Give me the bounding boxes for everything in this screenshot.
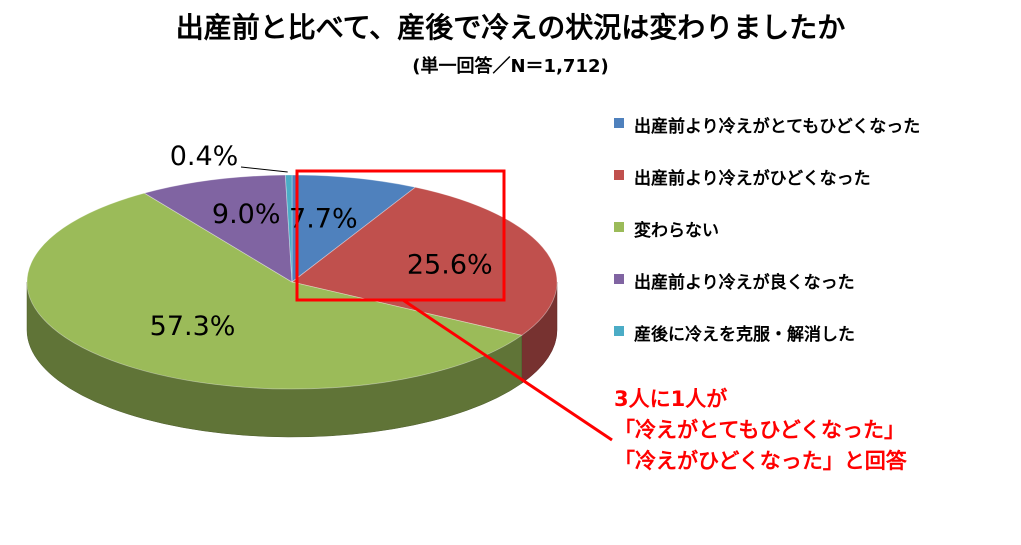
legend-label: 出産前より冷えがとてもひどくなった (634, 117, 921, 137)
data-label: 0.4% (170, 141, 239, 172)
legend-label: 産後に冷えを克服・解消した (634, 325, 855, 345)
data-label: 9.0% (212, 199, 281, 230)
pie-slice (143, 174, 293, 283)
data-label: 7.7% (289, 204, 358, 235)
legend-swatch (614, 222, 624, 232)
callout-line: 「冷えがひどくなった」と回答 (614, 449, 907, 473)
legend-label: 出産前より冷えがひどくなった (634, 169, 871, 189)
pie-slice (284, 174, 293, 283)
callout-line: 3人に1人が (614, 387, 728, 411)
pie-slice (291, 186, 558, 336)
data-label: 25.6% (407, 249, 493, 280)
data-label: 57.3% (150, 311, 236, 342)
callout-annotation: 3人に1人が 「冷えがとてもひどくなった」 「冷えがひどくなった」と回答 (614, 384, 907, 477)
legend-swatch (614, 118, 624, 128)
leader-line (240, 166, 288, 173)
legend-label: 出産前より冷えが良くなった (634, 273, 855, 293)
highlight-box (295, 169, 506, 302)
highlight-connector (402, 298, 613, 442)
callout-line: 「冷えがとてもひどくなった」 (614, 418, 906, 442)
chart-subtitle: (単一回答／N＝1,712) (412, 56, 609, 77)
legend-swatch (614, 274, 624, 284)
legend-label: 変わらない (634, 221, 719, 241)
chart-title: 出産前と比べて、産後で冷えの状況は変わりましたか (175, 11, 846, 44)
legend-swatch (614, 170, 624, 180)
pie-slice (26, 192, 523, 390)
legend-swatch (614, 326, 624, 336)
